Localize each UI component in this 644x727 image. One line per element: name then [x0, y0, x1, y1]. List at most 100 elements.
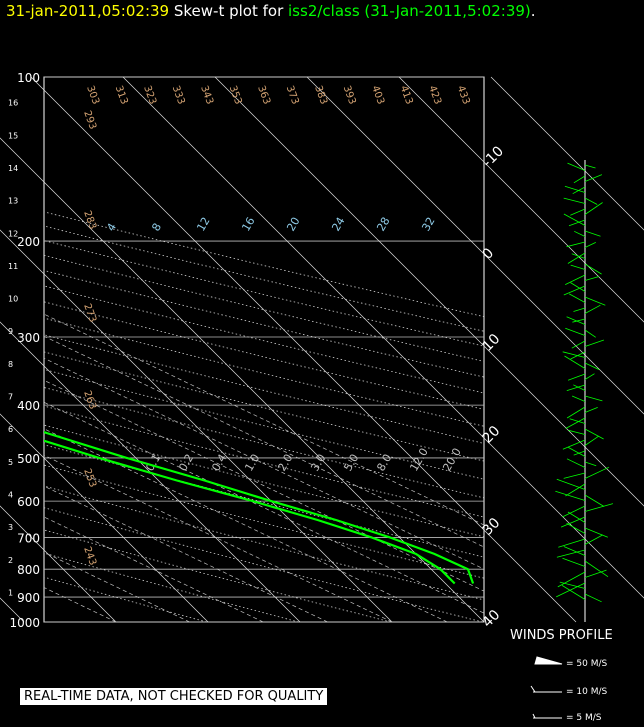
mixing-ratio-label: 5.0: [341, 452, 361, 474]
right-temp-tick-label: 40: [480, 607, 504, 631]
wind-barb: [566, 384, 586, 391]
mixing-ratio-label: 4: [104, 221, 119, 234]
wind-barb: [556, 549, 586, 558]
dry-adiabat-label: 363: [255, 84, 272, 106]
wind-barb: [570, 264, 586, 270]
wind-barb: [555, 490, 586, 501]
wind-barb: [565, 417, 586, 429]
temperature-line: [44, 430, 475, 584]
isotherm-line: [30, 76, 577, 623]
dry-adiabat-line: [44, 334, 484, 444]
wind-barb: [562, 439, 586, 450]
right-temp-tick-label: 0: [480, 245, 498, 263]
wind-barb: [584, 569, 607, 578]
wind-barb: [567, 511, 586, 523]
mixing-ratio-label: 32: [419, 215, 437, 234]
wind-barb: [584, 494, 605, 507]
grid-layer: [0, 76, 644, 623]
wind-barb: [584, 263, 602, 275]
wind-barb: [567, 162, 586, 171]
mixing-ratio-label: 0.2: [176, 452, 196, 474]
mixing-ratio-line: [44, 379, 484, 592]
wind-key-5: = 5 M/S: [566, 713, 602, 723]
right-temp-tick-label: 30: [480, 515, 504, 539]
dry-adiabat-label: 403: [369, 84, 386, 106]
dry-adiabat-line: [44, 351, 484, 462]
height-tick-label: 4: [8, 490, 13, 499]
wind-barb: [584, 329, 596, 338]
dry-adiabat-label: 313: [113, 84, 130, 106]
isotherm-line: [0, 505, 117, 623]
wind-barb: [584, 534, 603, 545]
wind-barb: [558, 538, 586, 548]
wind-barb: [584, 503, 614, 512]
dry-adiabat-line: [44, 424, 484, 538]
height-tick-label: 16: [8, 99, 18, 108]
height-tick-label: 11: [8, 262, 18, 271]
dry-adiabat-line: [44, 285, 484, 394]
height-tick-label: 5: [8, 458, 13, 467]
label-layer: 1002003004005006007008009001000161514131…: [8, 71, 507, 631]
wind-barb: [562, 351, 586, 358]
pressure-tick-label: 1000: [9, 616, 40, 630]
height-tick-label: 8: [8, 360, 13, 369]
dry-adiabat-line: [44, 552, 299, 622]
wind-barb: [574, 230, 586, 237]
wind-barb: [557, 571, 586, 588]
wind-barb: [565, 274, 586, 285]
height-tick-label: 1: [8, 588, 13, 597]
dry-adiabat-label: 383: [312, 84, 329, 106]
wind-barb: [562, 505, 586, 518]
winds-profile-title: WINDS PROFILE: [510, 628, 613, 643]
dry-adiabat-line: [44, 301, 484, 410]
dry-adiabat-line: [44, 211, 484, 318]
dry-adiabat-line: [44, 485, 484, 601]
wind-barb: [571, 253, 586, 259]
title-text: Skew-t plot for: [169, 2, 289, 20]
height-tick-label: 10: [8, 295, 18, 304]
dry-adiabat-label: 373: [284, 84, 301, 106]
wind-barb: [563, 213, 586, 226]
wind-barb: [568, 219, 586, 227]
mixing-ratio-line: [44, 428, 448, 622]
dry-adiabat-line: [44, 507, 483, 622]
isotherm-line: [0, 321, 301, 623]
isotherm-line: [306, 76, 644, 415]
wind-barb: [584, 466, 610, 479]
wind-barb: [559, 581, 586, 589]
pressure-tick-label: 800: [17, 563, 40, 577]
quality-banner: REAL-TIME DATA, NOT CHECKED FOR QUALITY: [20, 688, 328, 705]
wind-barb: [567, 373, 586, 381]
dry-adiabat-label: 243: [81, 545, 98, 567]
dry-adiabat-line: [44, 387, 484, 499]
wind-key-barb-5: [532, 713, 562, 719]
mixing-ratio-label: 12: [194, 215, 212, 234]
right-temp-tick-label: 20: [480, 423, 504, 447]
wind-barb: [573, 307, 586, 312]
dry-adiabat-label: 393: [341, 84, 358, 106]
dry-adiabat-line: [44, 464, 484, 579]
wind-barb: [584, 296, 606, 306]
wind-barb: [584, 304, 601, 314]
mixing-ratio-label: 12.0: [407, 446, 431, 474]
isotherm-line: [0, 413, 209, 623]
height-tick-label: 9: [8, 327, 13, 336]
wind-barb: [584, 197, 598, 205]
wind-barb: [566, 316, 586, 325]
wind-barb: [584, 395, 603, 402]
wind-barb: [569, 418, 586, 424]
mixing-ratio-label: 0.4: [209, 452, 229, 474]
wind-barb: [584, 461, 597, 467]
height-tick-label: 15: [8, 131, 18, 140]
isotherm-line: [122, 76, 644, 599]
pressure-tick-label: 500: [17, 452, 40, 466]
dry-adiabat-label: 283: [81, 209, 98, 231]
wind-barb: [570, 282, 586, 292]
title-station: iss2/class (31-Jan-2011,5:02:39): [288, 2, 531, 20]
isotherm-line: [398, 76, 644, 323]
wind-barb: [560, 516, 586, 528]
dry-adiabat-label: 273: [81, 302, 98, 324]
wind-barb: [584, 407, 598, 413]
wind-barb: [584, 560, 609, 578]
wind-barb: [571, 340, 586, 349]
